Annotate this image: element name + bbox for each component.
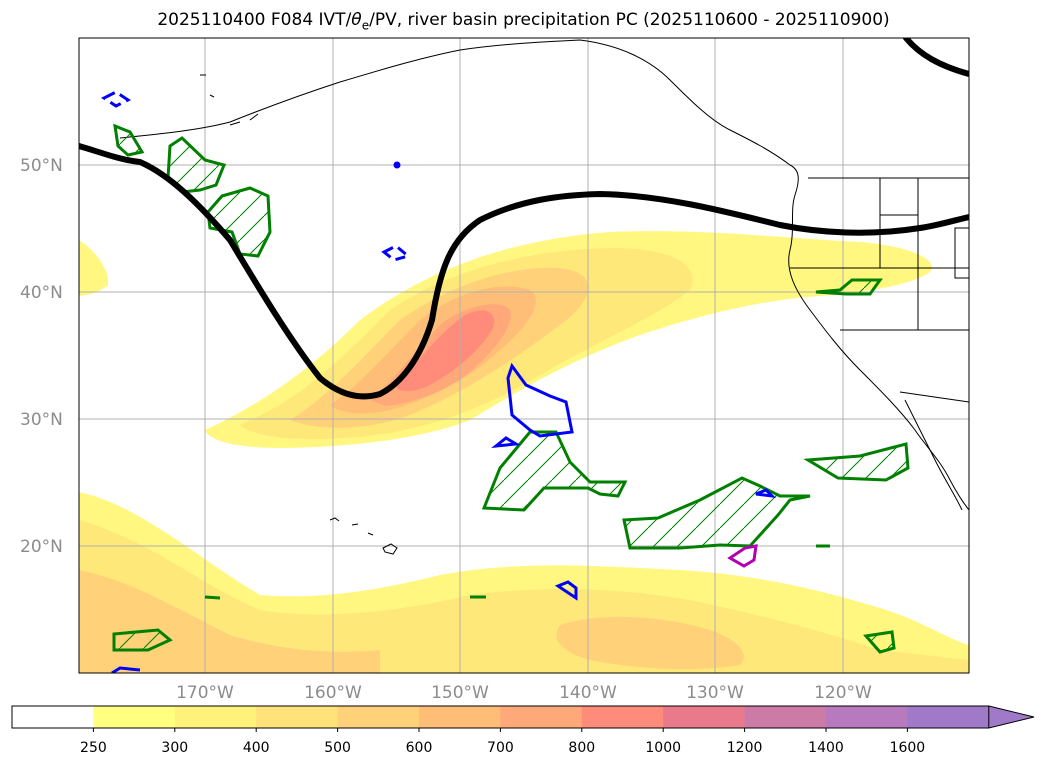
lon-label-170w: 170°W (176, 683, 234, 703)
green-dot-1 (204, 595, 221, 600)
colorbar-swatch (174, 706, 257, 728)
ivt-filled-contours (79, 231, 969, 673)
colorbar-tick-label: 250 (80, 740, 107, 756)
aleutians (200, 74, 259, 126)
lon-label-150w: 150°W (431, 683, 489, 703)
green-region-7 (112, 628, 173, 652)
lat-label-20: 20°N (20, 537, 63, 557)
blue-region-7 (111, 666, 141, 673)
colorbar-swatch (663, 706, 746, 728)
lat-label-40: 40°N (20, 283, 63, 303)
green-region-8 (863, 630, 896, 654)
blue-region-6 (755, 488, 777, 499)
latitude-labels: 50°N 40°N 30°N 20°N (20, 156, 63, 557)
map-frame (78, 37, 970, 674)
colorbar-tick-label: 400 (243, 740, 270, 756)
ivt-south-300 (79, 520, 969, 673)
colorbar-swatch (419, 706, 501, 728)
blue-region-1 (101, 90, 131, 108)
lon-label-120w: 120°W (814, 683, 872, 703)
blue-contours (101, 90, 777, 673)
colorbar-swatch (256, 706, 339, 728)
map-title: 2025110400 F084 IVT/θe/PV, river basin p… (157, 10, 890, 33)
lat-label-30: 30°N (20, 410, 63, 430)
alaska-coast (119, 39, 969, 511)
ivt-700-region (395, 310, 495, 392)
colorbar-tick-label: 1400 (808, 740, 844, 756)
coastlines (119, 39, 969, 555)
blue-region-3 (506, 362, 574, 438)
green-region-4 (481, 430, 628, 512)
blue-dot (393, 161, 401, 169)
green-region-1 (113, 123, 145, 157)
colorbar-tick-label: 800 (568, 740, 595, 756)
longitude-labels: 170°W 160°W 150°W 140°W 130°W 120°W (176, 683, 872, 703)
colorbar-tick-label: 600 (406, 740, 433, 756)
colorbar-tick-label: 500 (324, 740, 351, 756)
blue-region-4 (491, 436, 521, 448)
theta-pv-contour (79, 143, 969, 400)
colorbar-swatch (907, 706, 990, 728)
colorbar: 250 300 400 500 600 700 800 1000 1200 1400 1600 (11, 705, 1035, 756)
baja-coast (904, 399, 963, 511)
green-region-6 (803, 442, 910, 482)
lon-label-130w: 130°W (686, 683, 744, 703)
blue-region-5 (554, 580, 578, 601)
blue-region-2 (381, 244, 412, 262)
colorbar-tick-label: 1600 (890, 740, 926, 756)
ivt-west-edge (79, 240, 109, 296)
colorbar-swatch (744, 706, 827, 728)
state-lines (790, 178, 969, 403)
colorbar-tick-label: 700 (487, 740, 514, 756)
map-plot-area (79, 38, 969, 673)
magenta-contour (727, 544, 758, 568)
colorbar-tick-label: 1200 (727, 740, 763, 756)
theta-pv-contour-ne (903, 38, 969, 77)
colorbar-swatch (93, 706, 176, 728)
colorbar-extend-arrow (988, 705, 1035, 729)
colorbar-tick-label: 300 (161, 740, 188, 756)
ivt-south-400b (556, 616, 744, 670)
green-region-5 (622, 476, 811, 550)
lon-label-140w: 140°W (559, 683, 617, 703)
green-region-9 (815, 278, 883, 296)
colorbar-swatch (581, 706, 664, 728)
colorbar-tick-label: 1000 (645, 740, 681, 756)
colorbar-swatch (826, 706, 908, 728)
colorbar-swatch (12, 706, 94, 728)
colorbar-swatch (337, 706, 420, 728)
colorbar-swatch (500, 706, 583, 728)
lat-label-50: 50°N (20, 156, 63, 176)
lon-label-160w: 160°W (304, 683, 362, 703)
hawaii-islands (329, 517, 398, 555)
